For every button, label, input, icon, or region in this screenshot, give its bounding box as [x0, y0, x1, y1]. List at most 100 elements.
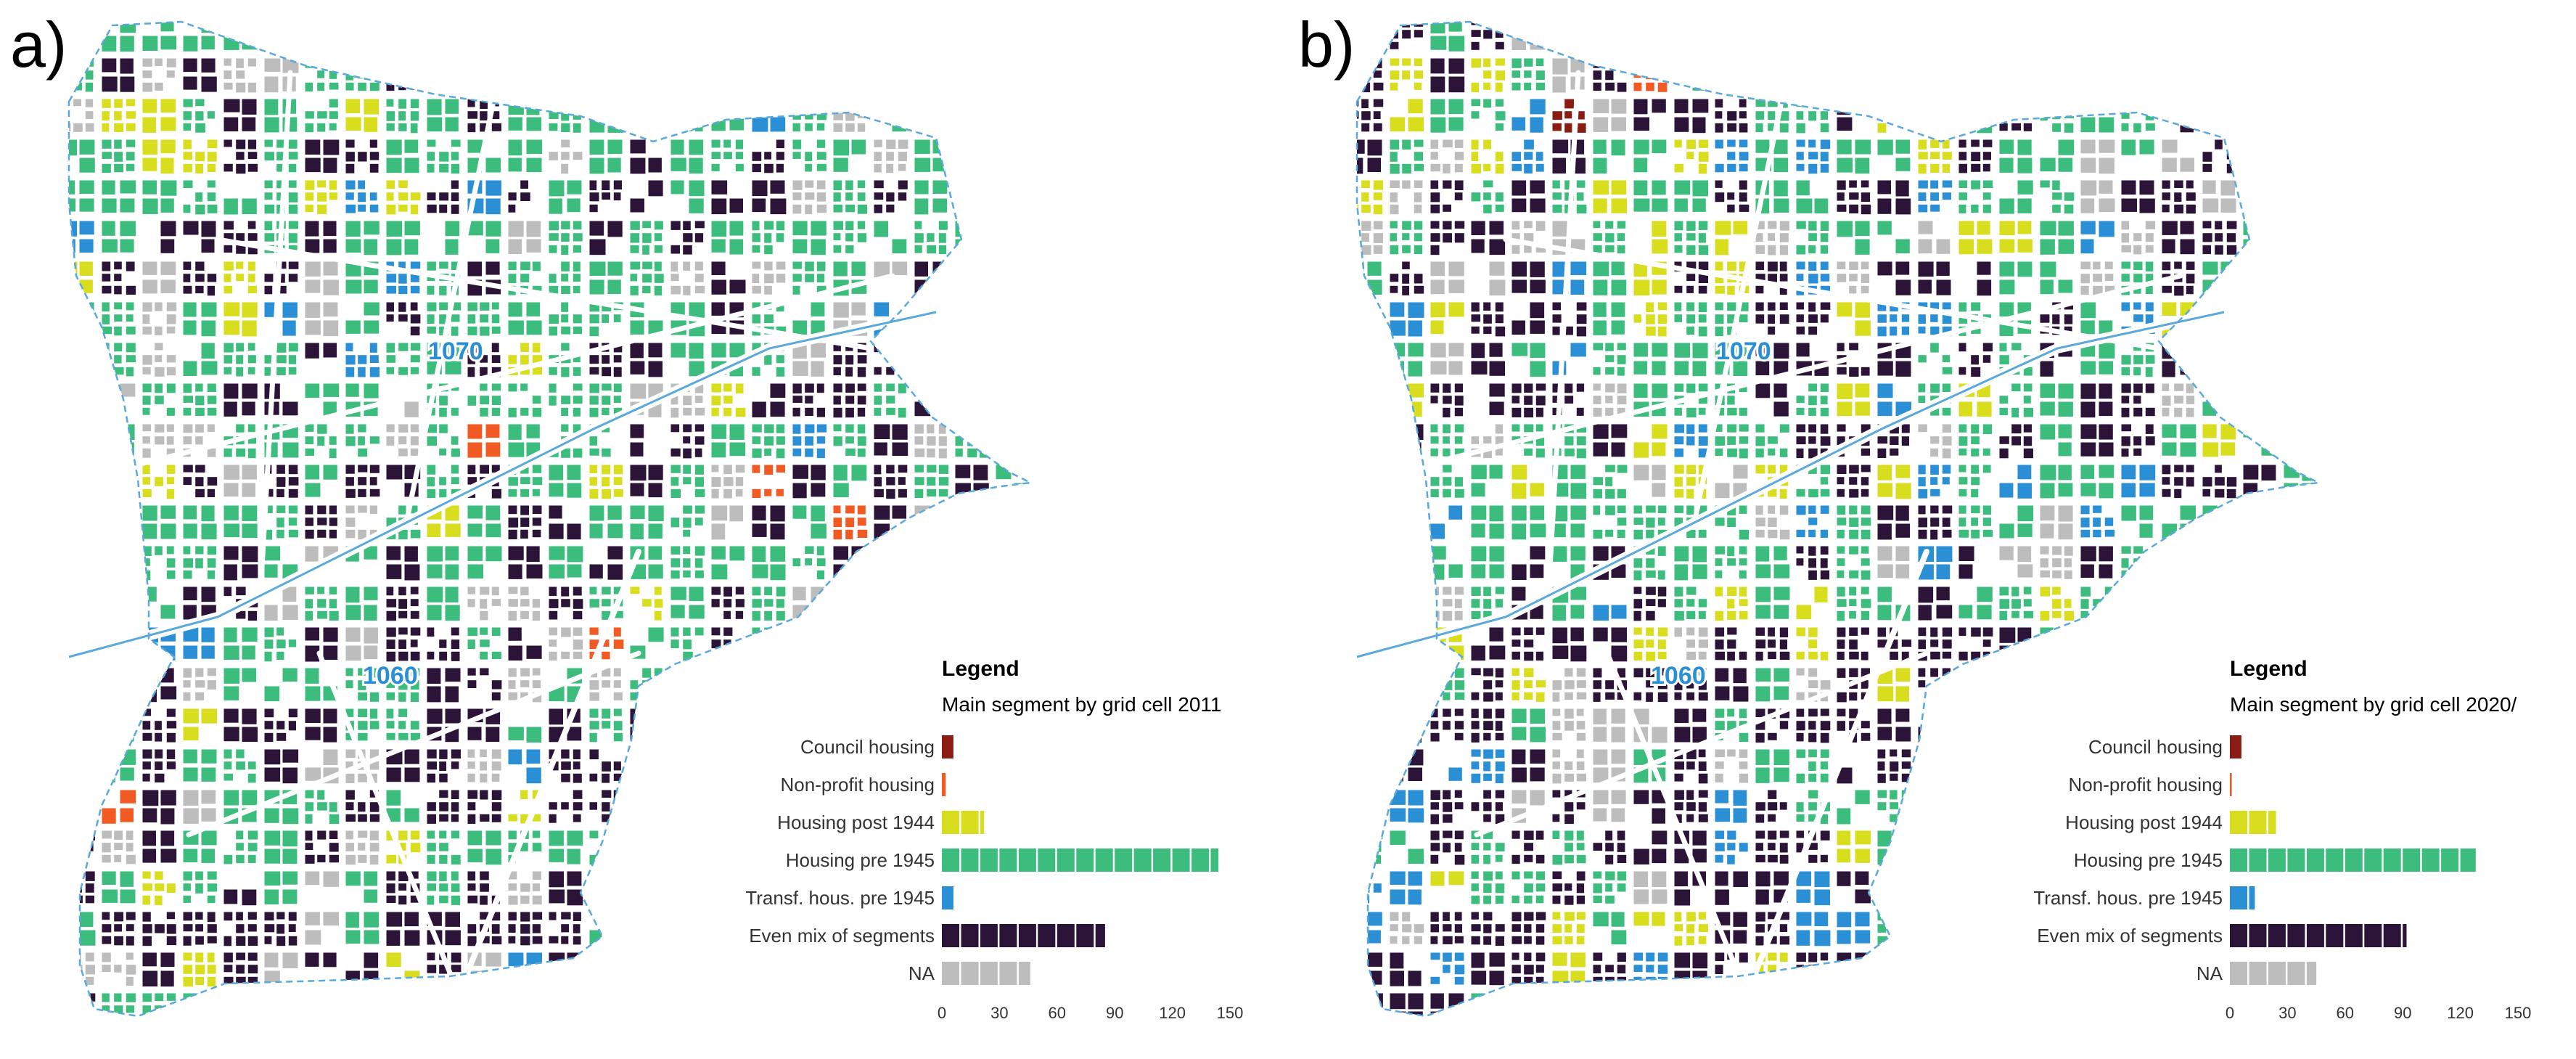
grid-cell — [183, 343, 218, 376]
grid-cell — [264, 302, 298, 336]
grid-cell — [2040, 505, 2073, 540]
grid-cell — [2121, 383, 2155, 417]
grid-cell — [589, 749, 623, 783]
bar-segment — [2326, 849, 2344, 872]
grid-cell — [223, 830, 258, 864]
grid-cell — [1755, 99, 1789, 133]
grid-cell — [1593, 424, 1628, 457]
legend-category-label: Housing pre 1945 — [786, 849, 935, 871]
bar-segment — [942, 886, 953, 909]
grid-cell — [2121, 221, 2156, 255]
grid-cell — [2243, 261, 2277, 294]
bar-segment — [1018, 924, 1036, 947]
grid-cell — [549, 586, 583, 620]
grid-cell — [1755, 790, 1787, 823]
grid-cell — [305, 302, 339, 337]
grid-cell — [1471, 22, 1506, 50]
grid-cell — [427, 830, 461, 865]
grid-cell — [2325, 465, 2358, 499]
grid-cell — [69, 139, 95, 173]
grid-cell — [2080, 99, 2115, 133]
grid-cell — [1958, 993, 1993, 1014]
grid-cell — [427, 58, 459, 93]
grid-cell — [2284, 180, 2318, 213]
grid-cell — [508, 22, 541, 52]
grid-cell — [2040, 424, 2072, 457]
grid-cell — [670, 139, 704, 174]
grid-cell — [2162, 58, 2196, 92]
grid-cell — [264, 22, 298, 52]
grid-cell — [305, 993, 339, 1016]
grid-cell — [508, 749, 541, 784]
grid-cell — [2243, 424, 2276, 456]
grid-cell — [670, 871, 703, 904]
grid-cell — [833, 180, 867, 214]
grid-cell — [2202, 22, 2236, 52]
grid-cell — [711, 22, 745, 50]
grid-cell — [1390, 830, 1424, 864]
grid-cell — [711, 505, 743, 540]
grid-cell — [102, 830, 136, 864]
grid-cell — [670, 58, 703, 92]
grid-cell — [630, 505, 664, 539]
legend-bar — [2230, 811, 2276, 834]
grid-cell — [1593, 383, 1627, 417]
grid-cell — [1037, 99, 1070, 133]
grid-cell — [142, 465, 176, 499]
grid-cell — [1390, 668, 1422, 701]
grid-cell — [955, 424, 989, 458]
grid-cell — [305, 139, 340, 173]
grid-cell — [223, 383, 258, 417]
grid-cell — [1471, 708, 1505, 743]
grid-cell — [69, 424, 95, 458]
grid-cell — [142, 708, 177, 743]
bar-segment — [1038, 924, 1056, 947]
grid-cell — [1796, 505, 1829, 538]
legend-category-label: Non-profit housing — [2069, 774, 2223, 796]
grid-cell — [1755, 993, 1788, 1016]
grid-cell — [914, 99, 949, 133]
grid-cell — [345, 22, 377, 34]
grid-cell — [183, 139, 218, 173]
grid-cell — [1357, 912, 1382, 945]
area-outline — [67, 20, 1034, 1018]
grid-cell — [142, 912, 177, 946]
bar-segment — [2249, 811, 2267, 834]
grid-cell — [1633, 952, 1668, 987]
grid-cell — [427, 424, 460, 457]
grid-cell — [1552, 505, 1586, 538]
grid-cell — [1652, 221, 1668, 254]
legend-bar — [942, 811, 985, 834]
grid-cell — [1918, 505, 1953, 540]
grid-cell — [1796, 749, 1829, 784]
grid-cell — [1593, 830, 1627, 864]
grid-cell — [670, 22, 705, 52]
legend-category-label: Housing post 1944 — [777, 811, 935, 833]
bar-segment — [2230, 811, 2247, 834]
grid-cell — [752, 22, 786, 52]
grid-cell — [467, 790, 502, 824]
grid-cell — [1552, 952, 1586, 985]
grid-cell — [2121, 180, 2155, 213]
grid-cell — [1489, 261, 1506, 296]
grid-cell — [630, 586, 663, 621]
grid-cell — [1037, 506, 1069, 540]
bar-segment — [942, 849, 959, 872]
grid-cell — [833, 99, 866, 132]
grid-cell — [2325, 506, 2359, 538]
grid-cell — [1796, 993, 1829, 1015]
grid-cell — [1999, 139, 2033, 173]
grid-cell — [670, 708, 705, 742]
grid-cell — [1918, 99, 1952, 132]
grid-cell — [833, 668, 868, 702]
bar-segment — [2326, 924, 2344, 947]
area-outline — [1355, 20, 2322, 1018]
bar-segment — [2421, 849, 2440, 872]
grid-cell — [1674, 993, 1707, 1015]
grid-cell — [305, 668, 337, 701]
grid-cell — [1037, 221, 1070, 255]
grid-cell — [2080, 465, 2114, 499]
grid-cell — [1511, 668, 1546, 702]
grid-cell — [1390, 586, 1423, 621]
grid-cell — [549, 993, 582, 1015]
